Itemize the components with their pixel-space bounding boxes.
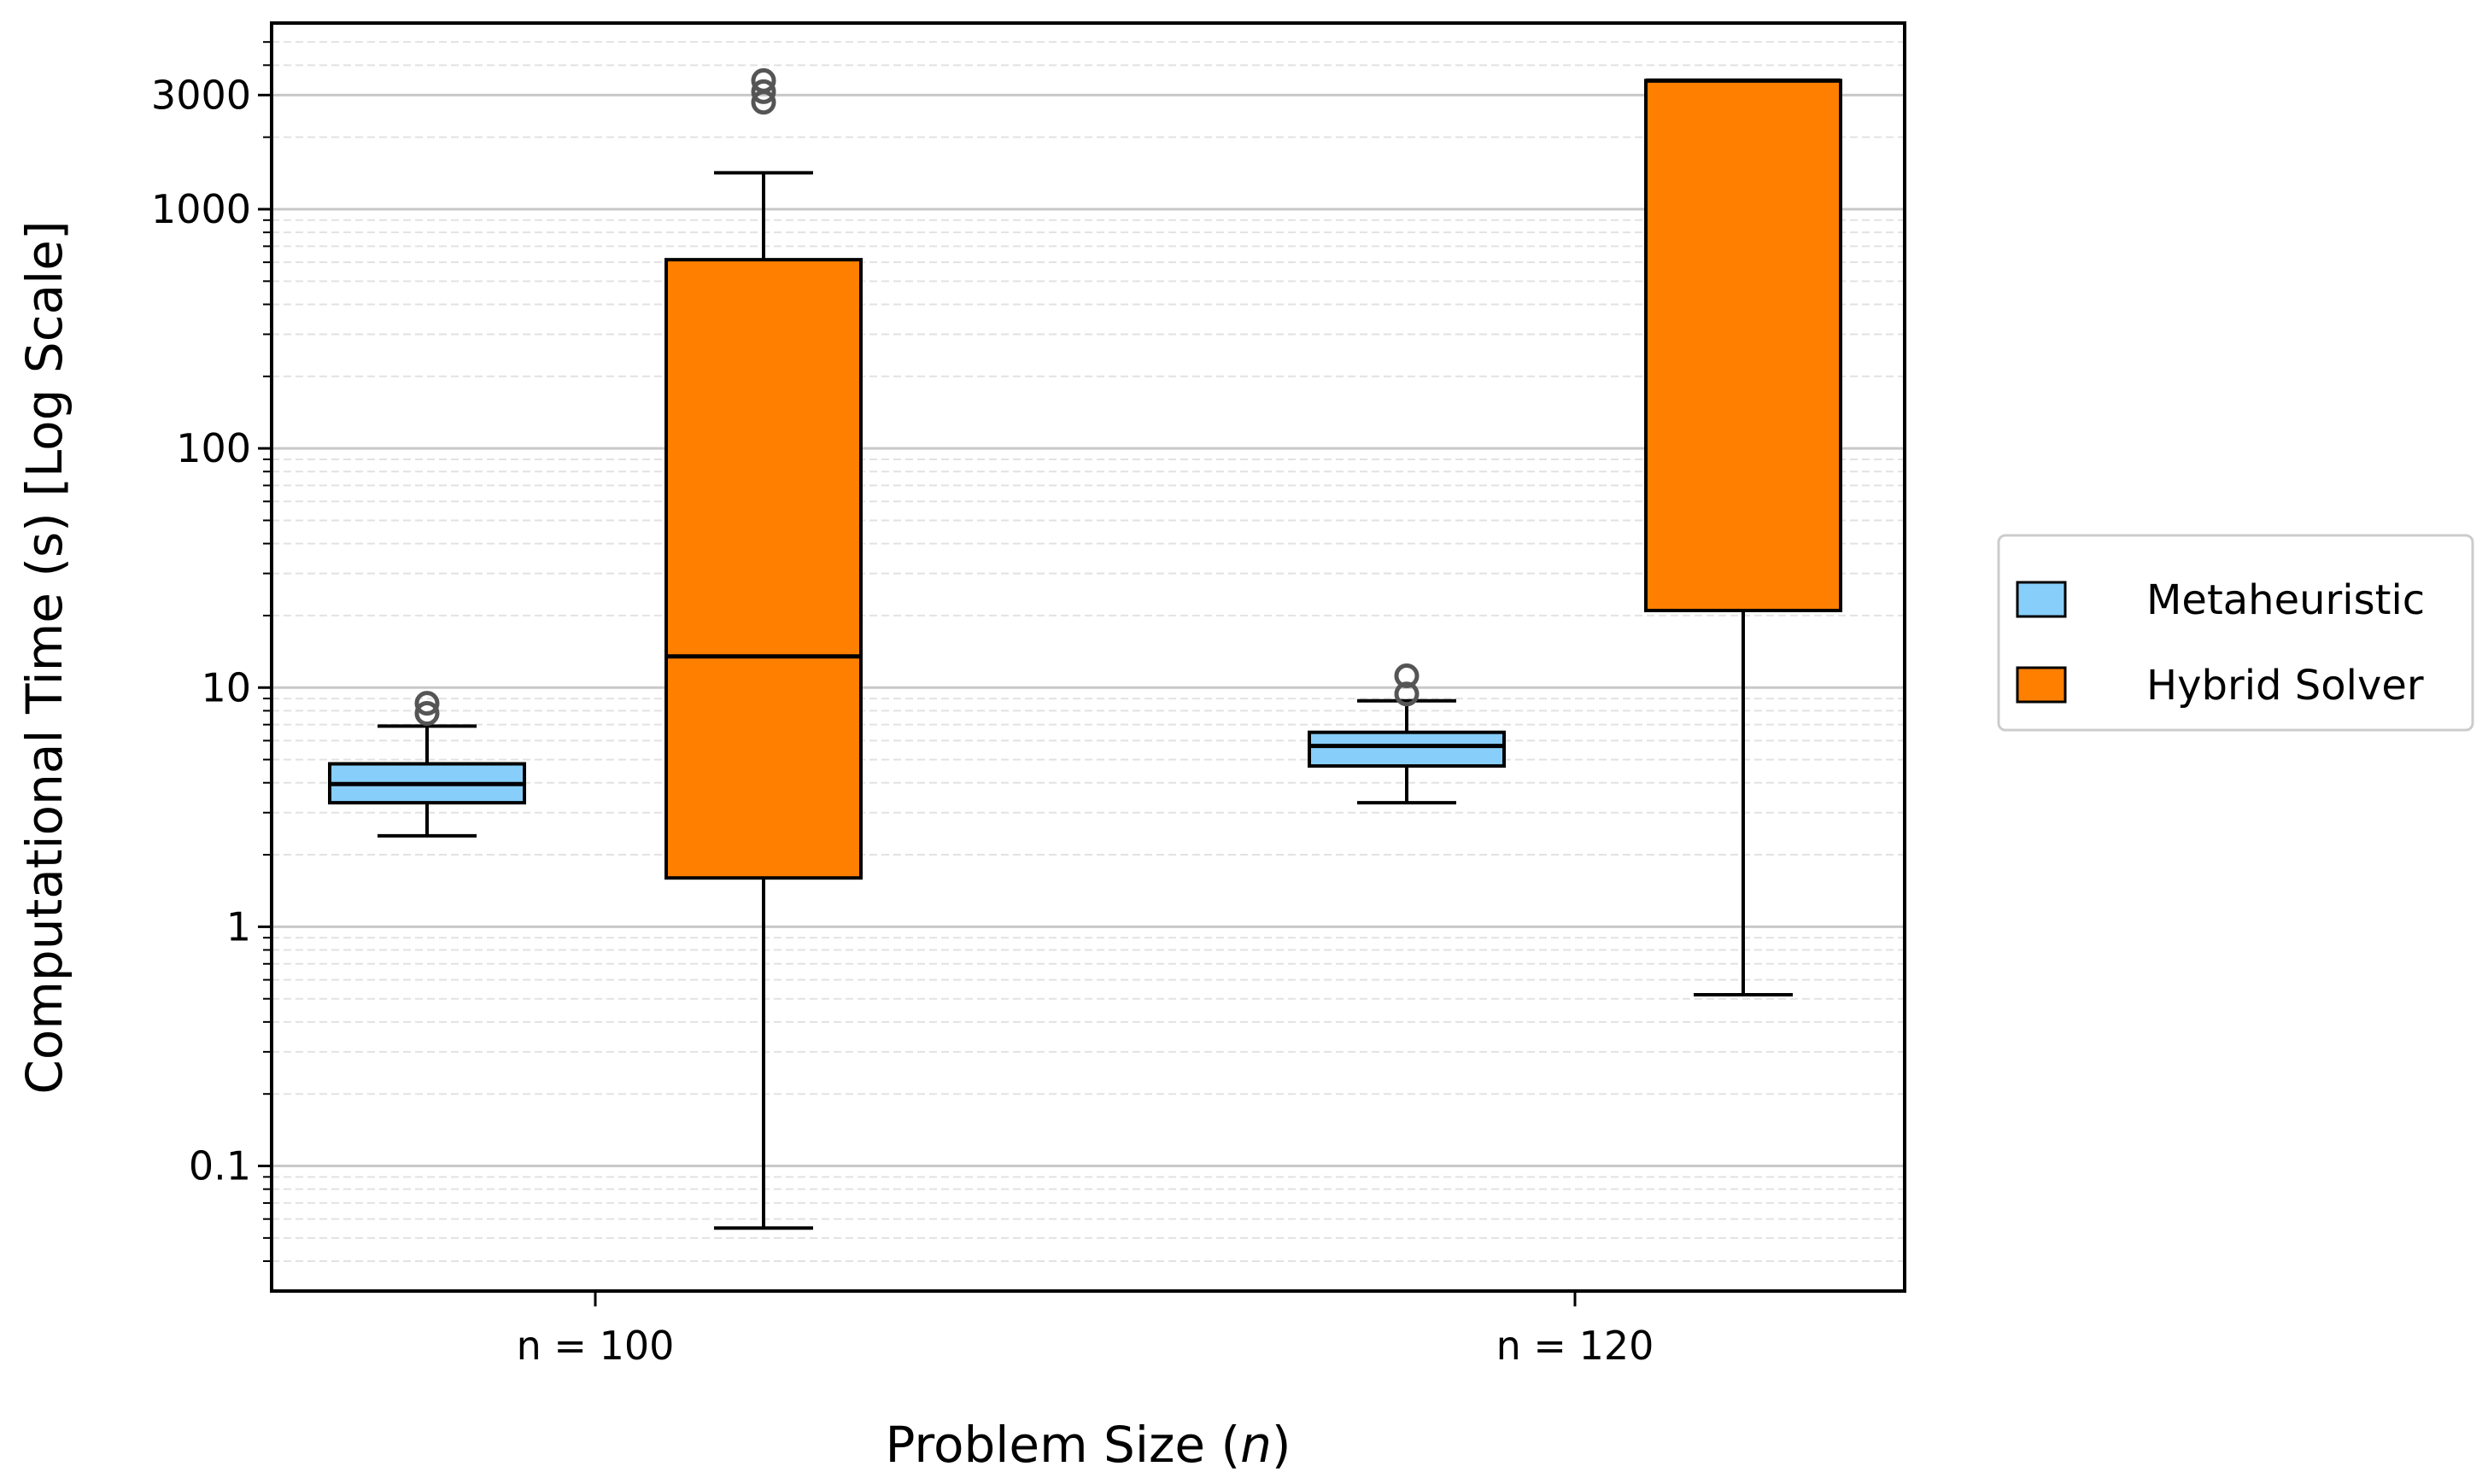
y-tick-label: 10	[201, 664, 251, 710]
y-axis-label: Computational Time (s) [Log Scale]	[15, 220, 73, 1094]
outlier-point	[414, 691, 440, 716]
x-axis-label: Problem Size (n)	[885, 1416, 1291, 1474]
legend-label: Hybrid Solver	[2146, 662, 2424, 710]
outlier-point	[1394, 663, 1420, 688]
legend-label: Metaheuristic	[2146, 576, 2425, 624]
outlier-point	[414, 700, 440, 726]
box-plots	[328, 67, 1842, 1230]
legend-swatch	[2016, 581, 2067, 618]
box-iqr	[1644, 79, 1842, 612]
outlier-point	[1394, 681, 1420, 707]
x-tick-label: n = 120	[1496, 1323, 1654, 1369]
outlier-point	[751, 67, 776, 93]
box-iqr	[664, 258, 863, 880]
y-tick-label: 0.1	[189, 1143, 251, 1189]
x-tick-label: n = 100	[517, 1323, 675, 1369]
y-tick-label: 3000	[151, 72, 251, 118]
y-tick-label: 1000	[151, 186, 251, 232]
y-tick-label: 1	[226, 903, 251, 949]
legend: Metaheuristic Hybrid Solver	[1997, 534, 2474, 732]
grid-lines	[272, 41, 1905, 1263]
y-axis-ticks: 0.1 1 10 100 1000 3000	[151, 41, 272, 1263]
box-0-1	[1308, 663, 1506, 805]
box-iqr	[1308, 730, 1506, 768]
x-axis-ticks: n = 100 n = 120	[517, 1291, 1654, 1369]
plot-area-frame	[270, 21, 1906, 1293]
y-tick-label: 100	[176, 425, 251, 471]
legend-swatch	[2016, 666, 2067, 704]
x-axis-label-suffix: )	[1272, 1416, 1291, 1474]
outlier-point	[751, 79, 776, 104]
x-axis-label-variable: n	[1240, 1416, 1272, 1474]
box-1-1	[1644, 78, 1842, 996]
legend-frame	[1997, 534, 2474, 732]
box-0-0	[328, 691, 526, 838]
box-1-0	[664, 67, 863, 1230]
x-axis-label-prefix: Problem Size (	[885, 1416, 1240, 1474]
